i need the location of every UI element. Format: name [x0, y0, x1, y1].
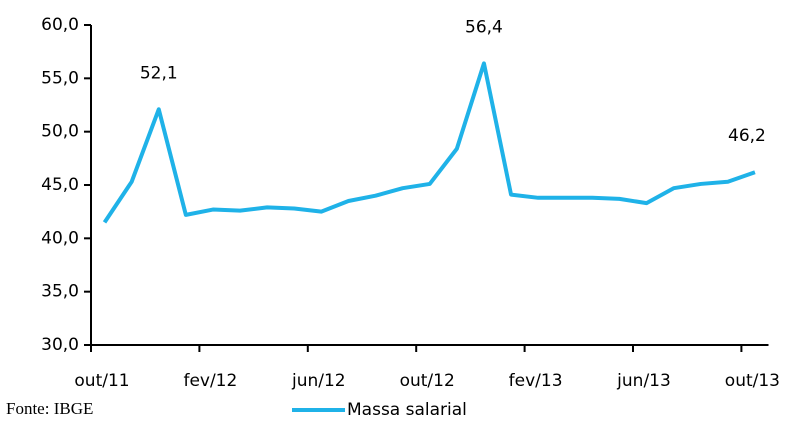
y-tick-label: 60,0	[41, 15, 79, 35]
y-tick-label: 50,0	[41, 122, 79, 142]
source-note: Fonte: IBGE	[6, 399, 93, 418]
x-tick-label: fev/13	[509, 371, 563, 391]
y-tick-label: 40,0	[41, 228, 79, 248]
x-tick-label: out/11	[74, 371, 129, 391]
x-tick-label: out/13	[725, 371, 780, 391]
legend-label: Massa salarial	[347, 400, 467, 420]
y-tick-label: 55,0	[41, 68, 79, 88]
x-tick-label: jun/13	[616, 371, 671, 391]
x-tick-label: fev/12	[183, 371, 237, 391]
y-tick-label: 45,0	[41, 175, 79, 195]
data-line	[102, 61, 756, 224]
data-label: 56,4	[465, 17, 503, 37]
y-tick-label: 30,0	[41, 335, 79, 355]
x-tick-label: jun/12	[291, 371, 346, 391]
x-tick-label: out/12	[400, 371, 455, 391]
y-tick-label: 35,0	[41, 282, 79, 302]
data-label: 46,2	[728, 126, 766, 146]
data-label: 52,1	[140, 63, 178, 83]
